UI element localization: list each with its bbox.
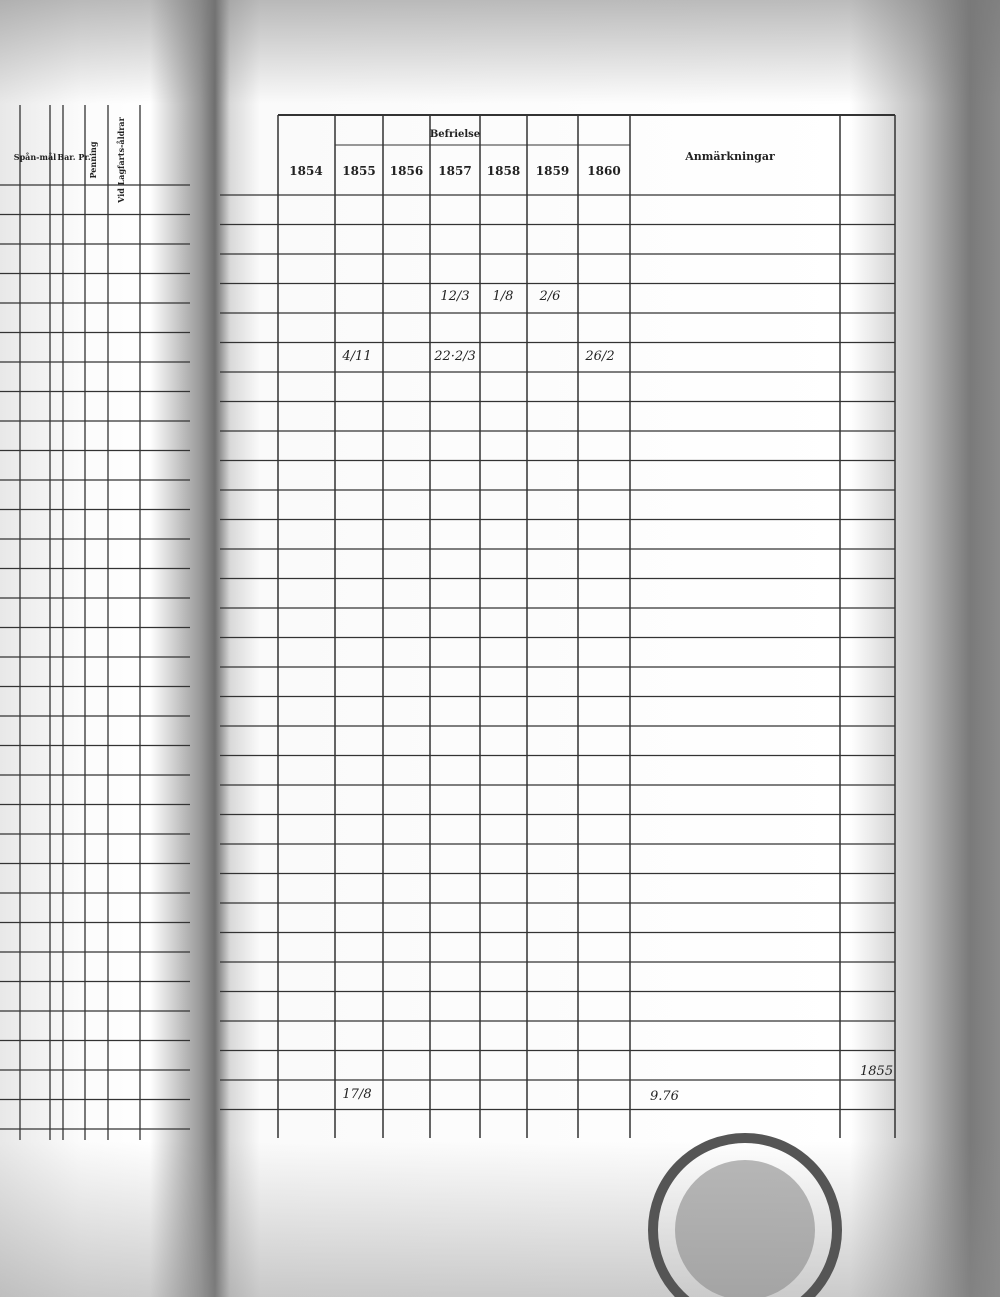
entry: 2/6: [539, 289, 561, 304]
year-header: 1856: [390, 164, 423, 178]
remarks-header: Anmärkningar: [684, 150, 775, 163]
column-header: Penning: [88, 141, 98, 178]
group-label: Befrielse: [430, 129, 480, 140]
entry: 1/8: [493, 289, 514, 304]
year-header: 1860: [587, 164, 620, 178]
year-header: 1858: [487, 164, 520, 178]
stamp-center: [675, 1160, 815, 1297]
column-header: Vid Lagfarts-åldrar: [116, 116, 126, 203]
year-header: 1855: [342, 164, 375, 178]
entry: 12/3: [440, 289, 469, 304]
year-header: 1857: [438, 164, 471, 178]
entry: 9.76: [650, 1089, 679, 1104]
entry: 22·2/3: [433, 349, 476, 364]
entry: 17/8: [342, 1087, 371, 1102]
column-header: Spån-mål: [14, 152, 56, 162]
entry: 26/2: [584, 349, 614, 364]
year-header: 1854: [289, 164, 322, 178]
column-header: Bar. Pr.: [57, 152, 90, 162]
stamp: [648, 1133, 842, 1297]
year-header: 1859: [536, 164, 569, 178]
margin-note: 1855: [860, 1064, 893, 1079]
entry: 4/11: [341, 349, 371, 364]
